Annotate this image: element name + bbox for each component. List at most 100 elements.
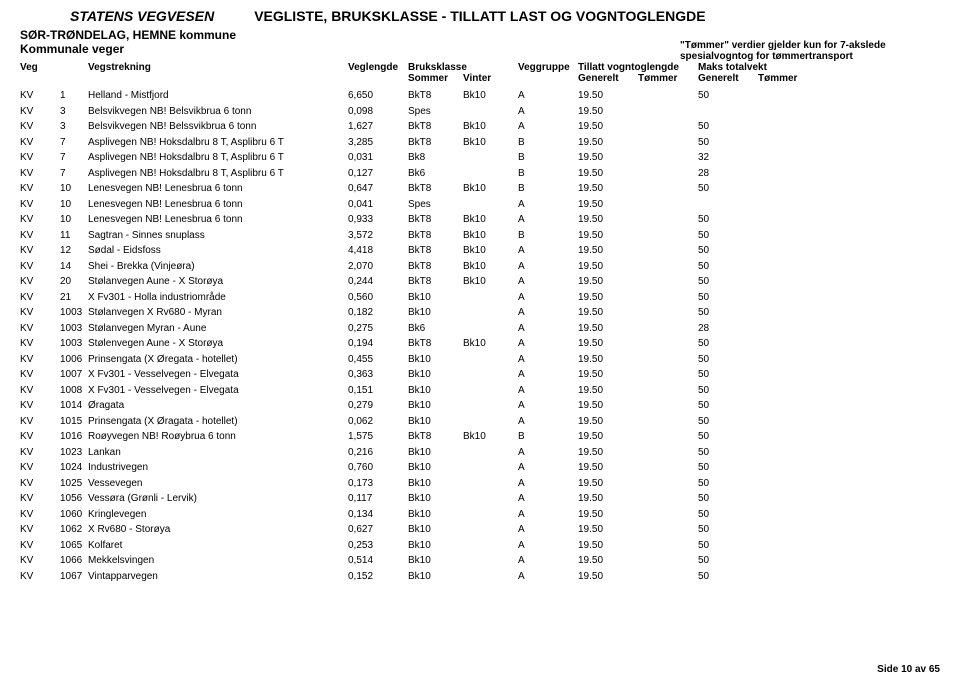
table-cell: 19.50	[578, 476, 638, 492]
table-cell: 0,760	[348, 460, 408, 476]
table-cell: 0,151	[348, 383, 408, 399]
table-cell: 3	[60, 104, 88, 120]
table-cell: 1006	[60, 352, 88, 368]
table-cell: 50	[698, 305, 758, 321]
table-cell: Øragata	[88, 398, 348, 414]
table-cell	[463, 321, 518, 337]
table-row: KV7Asplivegen NB! Hoksdalbru 8 T, Asplib…	[20, 135, 940, 151]
table-cell	[758, 166, 818, 182]
col-vinter: Vinter	[463, 62, 518, 84]
table-cell: KV	[20, 460, 60, 476]
table-cell: Spes	[408, 197, 463, 213]
table-cell: Bk10	[408, 352, 463, 368]
page: STATENS VEGVESEN VEGLISTE, BRUKSKLASSE -…	[0, 0, 960, 681]
table-cell: Lenesvegen NB! Lenesbrua 6 tonn	[88, 197, 348, 213]
table-cell: B	[518, 150, 578, 166]
table-cell: BkT8	[408, 274, 463, 290]
table-cell: A	[518, 259, 578, 275]
table-cell: 50	[698, 181, 758, 197]
table-cell: 0,363	[348, 367, 408, 383]
table-cell: A	[518, 212, 578, 228]
table-cell: Prinsengata (X Øregata - hotellet)	[88, 352, 348, 368]
table-cell	[758, 119, 818, 135]
table-cell: KV	[20, 414, 60, 430]
table-cell	[638, 398, 698, 414]
table-cell	[463, 445, 518, 461]
table-cell: BkT8	[408, 228, 463, 244]
data-table: KV1Helland - Mistfjord6,650BkT8Bk10A19.5…	[20, 88, 940, 584]
table-row: KV1065Kolfaret0,253Bk10A19.5050	[20, 538, 940, 554]
table-cell: BkT8	[408, 135, 463, 151]
table-cell: KV	[20, 538, 60, 554]
table-row: KV1015Prinsengata (X Øragata - hotellet)…	[20, 414, 940, 430]
table-cell	[638, 181, 698, 197]
table-cell	[638, 259, 698, 275]
table-cell: 7	[60, 166, 88, 182]
table-cell: 0,152	[348, 569, 408, 585]
table-cell: Stølenvegen Aune - X Storøya	[88, 336, 348, 352]
table-cell: Bk10	[408, 569, 463, 585]
table-cell: Belsvikvegen NB! Belsvikbrua 6 tonn	[88, 104, 348, 120]
table-cell: 19.50	[578, 305, 638, 321]
table-cell: 1060	[60, 507, 88, 523]
table-cell: 19.50	[578, 321, 638, 337]
table-cell: A	[518, 321, 578, 337]
table-cell: 0,514	[348, 553, 408, 569]
table-cell: A	[518, 460, 578, 476]
table-cell: A	[518, 119, 578, 135]
table-cell: 50	[698, 119, 758, 135]
table-row: KV1003Stølanvegen Myran - Aune0,275Bk6A1…	[20, 321, 940, 337]
table-cell: 19.50	[578, 569, 638, 585]
table-cell: A	[518, 553, 578, 569]
table-cell: Mekkelsvingen	[88, 553, 348, 569]
table-cell: Lankan	[88, 445, 348, 461]
table-cell: 1007	[60, 367, 88, 383]
table-cell: 50	[698, 460, 758, 476]
table-cell: 0,275	[348, 321, 408, 337]
table-cell: A	[518, 104, 578, 120]
table-cell	[463, 414, 518, 430]
table-cell: 0,134	[348, 507, 408, 523]
col-tommer2: Tømmer	[758, 62, 818, 84]
table-row: KV1024Industrivegen0,760Bk10A19.5050	[20, 460, 940, 476]
table-cell: 1003	[60, 336, 88, 352]
table-cell: KV	[20, 429, 60, 445]
table-cell: 0,041	[348, 197, 408, 213]
table-cell: Bk6	[408, 321, 463, 337]
table-cell: B	[518, 429, 578, 445]
table-cell: BkT8	[408, 212, 463, 228]
table-cell: Bk10	[408, 538, 463, 554]
table-cell: Bk10	[408, 290, 463, 306]
table-cell: 50	[698, 476, 758, 492]
table-cell	[463, 553, 518, 569]
table-row: KV3Belsvikvegen NB! Belssvikbrua 6 tonn1…	[20, 119, 940, 135]
table-row: KV3Belsvikvegen NB! Belsvikbrua 6 tonn0,…	[20, 104, 940, 120]
table-cell: KV	[20, 445, 60, 461]
table-cell: 6,650	[348, 88, 408, 104]
table-cell: 0,627	[348, 522, 408, 538]
table-cell: 19.50	[578, 336, 638, 352]
table-cell: Lenesvegen NB! Lenesbrua 6 tonn	[88, 181, 348, 197]
table-cell: 1066	[60, 553, 88, 569]
table-cell: 1014	[60, 398, 88, 414]
table-cell	[638, 274, 698, 290]
table-row: KV1066Mekkelsvingen0,514Bk10A19.5050	[20, 553, 940, 569]
table-cell: KV	[20, 104, 60, 120]
table-cell: B	[518, 166, 578, 182]
table-cell: 19.50	[578, 429, 638, 445]
table-cell: Industrivegen	[88, 460, 348, 476]
table-cell: KV	[20, 88, 60, 104]
table-cell: 0,279	[348, 398, 408, 414]
table-cell: A	[518, 522, 578, 538]
table-cell: 50	[698, 429, 758, 445]
col-maks: Maks totalvekt Generelt	[698, 62, 758, 84]
table-cell: BkT8	[408, 259, 463, 275]
page-title: VEGLISTE, BRUKSKLASSE - TILLATT LAST OG …	[254, 8, 705, 24]
page-footer: Side 10 av 65	[877, 664, 940, 675]
table-cell: Bk10	[463, 429, 518, 445]
table-cell: Bk10	[408, 305, 463, 321]
table-cell	[758, 274, 818, 290]
col-vegstrekning: Vegstrekning	[88, 62, 348, 73]
table-cell: Belsvikvegen NB! Belssvikbrua 6 tonn	[88, 119, 348, 135]
table-cell: A	[518, 445, 578, 461]
